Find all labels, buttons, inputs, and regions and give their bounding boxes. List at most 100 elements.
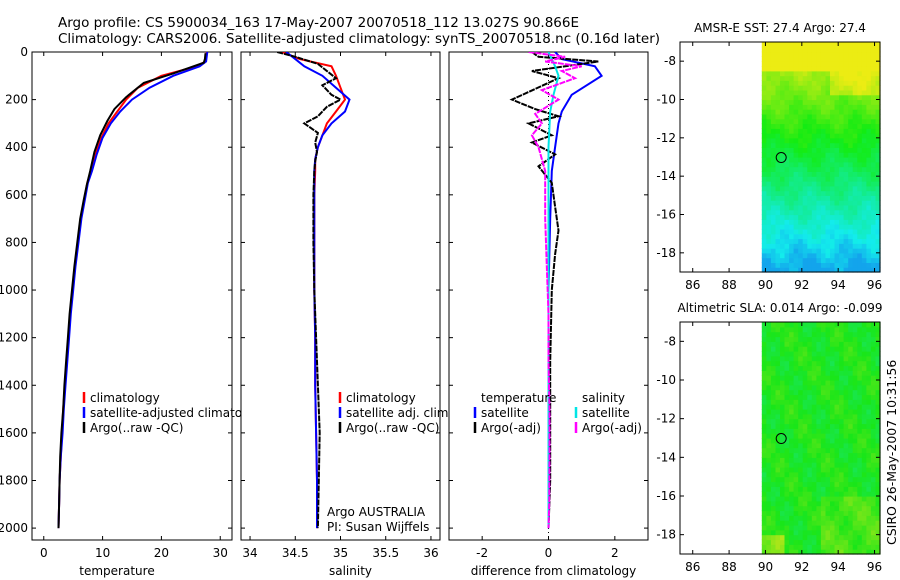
sla_map-cell <box>830 409 836 415</box>
sst_map-cell <box>848 176 854 182</box>
sla_map-cell <box>811 370 817 376</box>
sst_map-cell <box>848 209 854 216</box>
sla_map-cell <box>834 529 840 536</box>
sst_map-cell <box>784 228 790 235</box>
sst_map-cell <box>770 46 776 53</box>
sst_map-cell <box>839 109 845 115</box>
sla_map-cell <box>816 399 822 405</box>
sst_map-cell <box>830 51 836 57</box>
sla_map-cell <box>825 326 831 333</box>
sla_map-cell <box>807 457 813 463</box>
sla_map-cell <box>811 360 817 367</box>
sla_map-cell <box>761 433 767 439</box>
sst_map-cell <box>839 209 845 216</box>
sla_map-cell <box>775 486 781 492</box>
sst_map-cell <box>761 200 767 206</box>
sla_map-cell <box>843 544 849 550</box>
sst_map-cell <box>830 147 836 153</box>
sla_map-cell <box>830 360 836 367</box>
sla_map-cell <box>866 520 872 526</box>
sla_map-cell <box>834 515 840 521</box>
sst_map-cell <box>825 243 831 249</box>
sla_map-cell <box>852 520 858 526</box>
sla_map-cell <box>775 409 781 415</box>
sla_map-cell <box>834 438 840 444</box>
sla_map-cell <box>820 399 826 405</box>
sst_map-cell <box>761 128 767 134</box>
sla_map-cell <box>775 525 781 531</box>
sla_map-cell <box>770 336 776 342</box>
sst_map-cell <box>866 200 872 206</box>
sla_map-cell <box>766 336 772 342</box>
sst_map-cell <box>780 61 786 67</box>
sla_map-cell <box>848 346 854 352</box>
sla_map-cell <box>766 394 772 400</box>
sla_map-cell <box>839 423 845 429</box>
sst_map-cell <box>830 252 836 259</box>
sst_map-cell <box>843 142 849 148</box>
difference-legend-temp-sat-label: satellite <box>481 406 529 420</box>
sla_map-cell <box>784 326 790 333</box>
sst_map-cell <box>852 75 858 81</box>
sst_map-cell <box>780 66 786 72</box>
sla_map-cell <box>875 438 881 444</box>
sst_map-cell <box>811 89 817 96</box>
sla_map-cell <box>775 529 781 536</box>
sst_map-cell <box>866 190 872 196</box>
sst_map-cell <box>811 166 817 172</box>
sla_map-cell <box>830 384 836 391</box>
sst_map-cell <box>793 161 799 168</box>
sla_map-cell <box>770 341 776 347</box>
sla_map-cell <box>784 433 790 439</box>
sla_map-cell <box>766 404 772 410</box>
sla_map-cell <box>761 336 767 342</box>
sla_map-cell <box>834 510 840 516</box>
sst_map-cell <box>798 42 804 48</box>
sla_map-cell <box>807 351 813 357</box>
sst_map-cell <box>811 228 817 235</box>
sla_map-cell <box>820 476 826 483</box>
sla_map-cell <box>861 404 867 410</box>
sst_map-cell <box>780 109 786 115</box>
sla_map-cell <box>857 336 863 342</box>
salinity-xtick-label: 35 <box>333 546 348 560</box>
sst_map-cell <box>789 70 795 77</box>
sst_map-cell <box>830 118 836 125</box>
sst_map-cell <box>834 171 840 177</box>
sst_map-cell <box>820 142 826 148</box>
sst_map-cell <box>861 51 867 57</box>
sla_map-cell <box>843 336 849 342</box>
sla_map-cell <box>780 534 786 541</box>
sla_map-cell <box>770 389 776 396</box>
sst_map-cell <box>866 157 872 163</box>
sla_map-cell <box>848 365 854 371</box>
sst_map-cell <box>852 224 858 230</box>
sst_map-cell <box>798 104 804 110</box>
sla_map-cell <box>870 365 876 371</box>
sla_map-cell <box>770 471 776 478</box>
sla_map-cell <box>870 447 876 454</box>
sst_map-cell <box>811 75 817 81</box>
sla_map-cell <box>839 341 845 347</box>
sst_map-cell <box>825 56 831 62</box>
sla_map-cell <box>866 515 872 521</box>
sla_map-cell <box>866 341 872 347</box>
sst_map-cell <box>816 104 822 110</box>
sla_map-cell <box>770 413 776 420</box>
sst_map-cell <box>852 94 858 101</box>
sla_map-cell <box>825 394 831 400</box>
sst_map-cell <box>839 214 845 220</box>
sst_map-argo-location-marker <box>775 152 787 164</box>
sla_map-cell <box>857 341 863 347</box>
sla_map-cell <box>784 428 790 434</box>
sst_map-cell <box>830 166 836 172</box>
sla_map-cell <box>770 496 776 502</box>
sla_map-cell <box>789 438 795 444</box>
sla_map-cell <box>816 544 822 550</box>
sla_map-cell <box>816 481 822 487</box>
sla_map-cell <box>775 413 781 420</box>
sst_map-cell <box>807 176 813 182</box>
sla_map-cell <box>830 496 836 502</box>
sla_map-cell <box>789 423 795 429</box>
sst_map-cell <box>793 61 799 67</box>
